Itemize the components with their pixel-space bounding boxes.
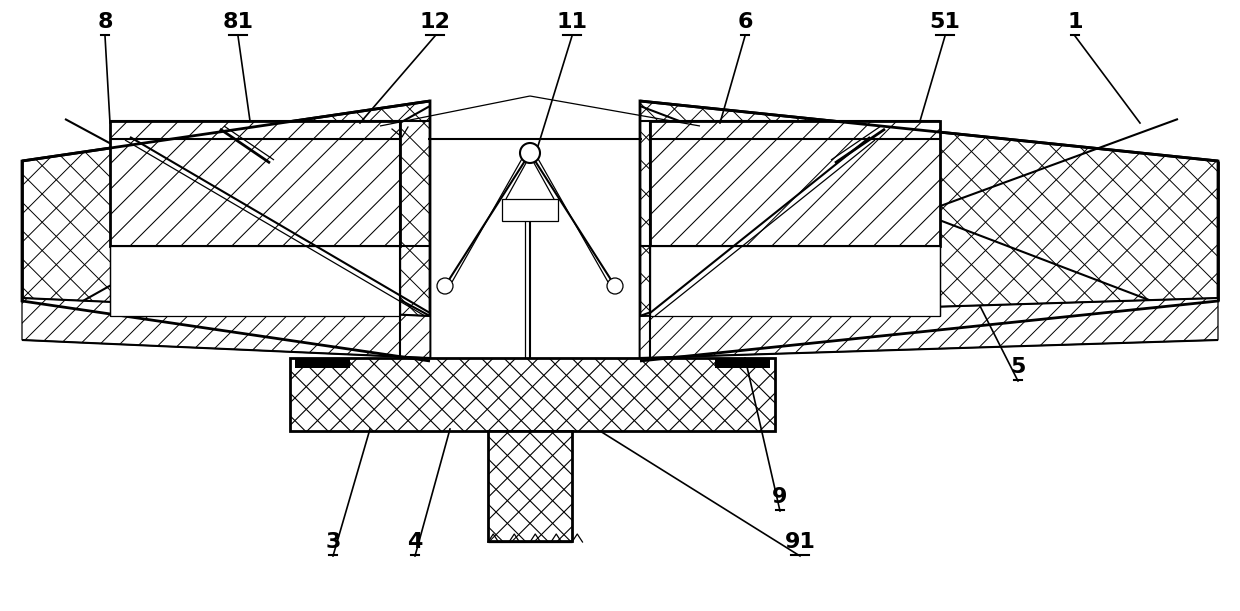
Text: 5: 5 — [1011, 357, 1025, 377]
Polygon shape — [110, 121, 401, 246]
Bar — [295, 358, 350, 368]
Polygon shape — [22, 101, 430, 361]
Polygon shape — [640, 298, 1218, 358]
Polygon shape — [110, 246, 401, 316]
Polygon shape — [650, 121, 940, 246]
Polygon shape — [640, 298, 1218, 358]
Polygon shape — [650, 121, 940, 246]
Polygon shape — [22, 298, 430, 358]
Polygon shape — [640, 101, 1218, 361]
Bar — [489, 431, 572, 541]
Polygon shape — [290, 358, 775, 431]
Polygon shape — [290, 358, 775, 431]
Bar — [502, 199, 558, 221]
Text: 11: 11 — [557, 12, 588, 32]
Text: 6: 6 — [738, 12, 753, 32]
Circle shape — [520, 143, 539, 163]
Text: 91: 91 — [785, 532, 816, 552]
Polygon shape — [22, 101, 430, 361]
Circle shape — [608, 278, 622, 294]
Polygon shape — [650, 246, 940, 316]
Polygon shape — [640, 101, 1218, 361]
Circle shape — [436, 278, 453, 294]
Text: 8: 8 — [97, 12, 113, 32]
Text: 12: 12 — [419, 12, 450, 32]
Bar — [715, 358, 770, 368]
Polygon shape — [22, 298, 430, 358]
Text: 51: 51 — [930, 12, 961, 32]
Polygon shape — [22, 101, 430, 361]
Polygon shape — [110, 121, 401, 246]
Polygon shape — [489, 431, 572, 541]
Text: 4: 4 — [407, 532, 423, 552]
Text: 1: 1 — [1068, 12, 1083, 32]
Text: 81: 81 — [222, 12, 253, 32]
Polygon shape — [489, 431, 572, 541]
Text: 3: 3 — [325, 532, 341, 552]
Polygon shape — [640, 101, 1218, 361]
Bar — [290, 358, 775, 431]
Text: 9: 9 — [773, 487, 787, 507]
